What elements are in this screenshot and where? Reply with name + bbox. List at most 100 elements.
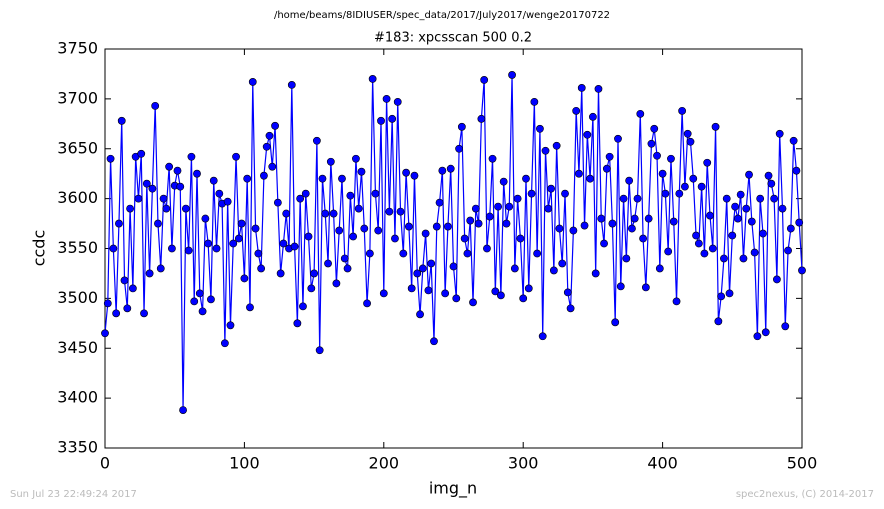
data-point: [720, 254, 728, 263]
data-point: [326, 157, 335, 166]
data-point: [536, 124, 544, 133]
data-point: [142, 179, 151, 188]
data-point: [413, 269, 422, 278]
data-point: [287, 81, 296, 89]
data-point: [279, 239, 288, 248]
data-point: [761, 328, 770, 337]
x-tick-label: 200: [369, 454, 400, 473]
data-point: [137, 149, 146, 158]
data-point: [633, 194, 642, 203]
data-point: [126, 204, 134, 213]
data-point: [692, 231, 700, 240]
data-point: [198, 307, 207, 316]
data-point: [296, 194, 305, 203]
y-tick-label: 3500: [57, 288, 98, 307]
x-tick-label: 400: [647, 454, 678, 473]
data-point: [402, 168, 411, 177]
data-point: [435, 198, 444, 207]
data-point: [694, 239, 703, 248]
data-point: [441, 289, 450, 298]
data-point: [360, 224, 369, 233]
data-point: [430, 337, 438, 346]
data-point: [315, 346, 324, 355]
chart-title: #183: xpcsscan 500 0.2: [374, 31, 532, 46]
data-point: [396, 207, 405, 216]
footer-right: spec2nexus, (C) 2014-2017: [736, 489, 874, 500]
data-point: [179, 406, 187, 414]
data-point: [728, 231, 737, 240]
data-point: [338, 174, 346, 183]
data-point: [589, 112, 597, 121]
data-point: [681, 182, 689, 191]
data-point: [491, 287, 500, 296]
data-point: [725, 289, 734, 298]
y-tick-label: 3550: [57, 238, 98, 257]
data-point: [580, 221, 589, 230]
data-point: [444, 222, 452, 231]
data-point: [148, 184, 157, 193]
y-tick-label: 3450: [57, 338, 98, 357]
data-point: [232, 152, 240, 161]
data-point: [204, 239, 213, 248]
data-point: [722, 194, 731, 203]
data-point: [371, 189, 380, 198]
data-point: [786, 224, 795, 233]
data-point: [558, 259, 567, 268]
data-point: [678, 106, 687, 115]
data-point: [756, 194, 765, 203]
data-point: [747, 217, 756, 226]
data-point: [273, 198, 282, 207]
data-point: [452, 294, 461, 303]
data-point: [424, 286, 433, 295]
data-point: [471, 204, 480, 213]
data-point: [382, 94, 391, 103]
data-point: [134, 194, 143, 203]
data-point: [262, 142, 271, 151]
footer-left: Sun Jul 23 22:49:24 2017: [10, 489, 137, 500]
data-point: [750, 248, 759, 257]
data-point: [335, 226, 344, 235]
data-point: [667, 154, 675, 163]
data-point: [675, 189, 684, 198]
data-point: [708, 244, 717, 253]
data-point: [176, 182, 185, 191]
data-point: [597, 214, 606, 223]
data-point: [151, 101, 160, 110]
data-point: [112, 309, 121, 318]
data-point: [290, 242, 299, 251]
data-point: [759, 229, 767, 238]
x-tick-label: 500: [787, 454, 818, 473]
data-point: [781, 322, 790, 331]
data-point: [792, 166, 801, 175]
data-point: [502, 219, 511, 228]
data-point: [703, 158, 712, 167]
data-point: [276, 269, 285, 278]
data-point: [410, 171, 419, 180]
data-point: [544, 204, 553, 213]
data-point: [117, 116, 126, 125]
data-point: [101, 329, 109, 338]
data-point: [524, 284, 533, 293]
data-point: [516, 234, 525, 243]
data-point: [223, 197, 232, 206]
x-tick-label: 300: [508, 454, 539, 473]
data-point: [123, 304, 132, 313]
data-point: [159, 194, 168, 203]
data-point: [672, 297, 681, 306]
data-point: [343, 264, 352, 273]
y-tick-label: 3700: [57, 88, 98, 107]
data-point: [647, 139, 656, 148]
data-point: [404, 222, 413, 231]
data-point: [739, 254, 748, 263]
data-point: [653, 151, 661, 160]
data-point: [299, 302, 307, 311]
data-point: [307, 284, 316, 293]
data-point: [630, 214, 639, 223]
data-point: [639, 234, 647, 243]
data-point: [254, 249, 263, 258]
data-point: [686, 137, 695, 146]
data-point: [215, 189, 224, 198]
data-point: [541, 146, 550, 155]
data-point: [220, 339, 229, 348]
data-point: [655, 264, 664, 273]
